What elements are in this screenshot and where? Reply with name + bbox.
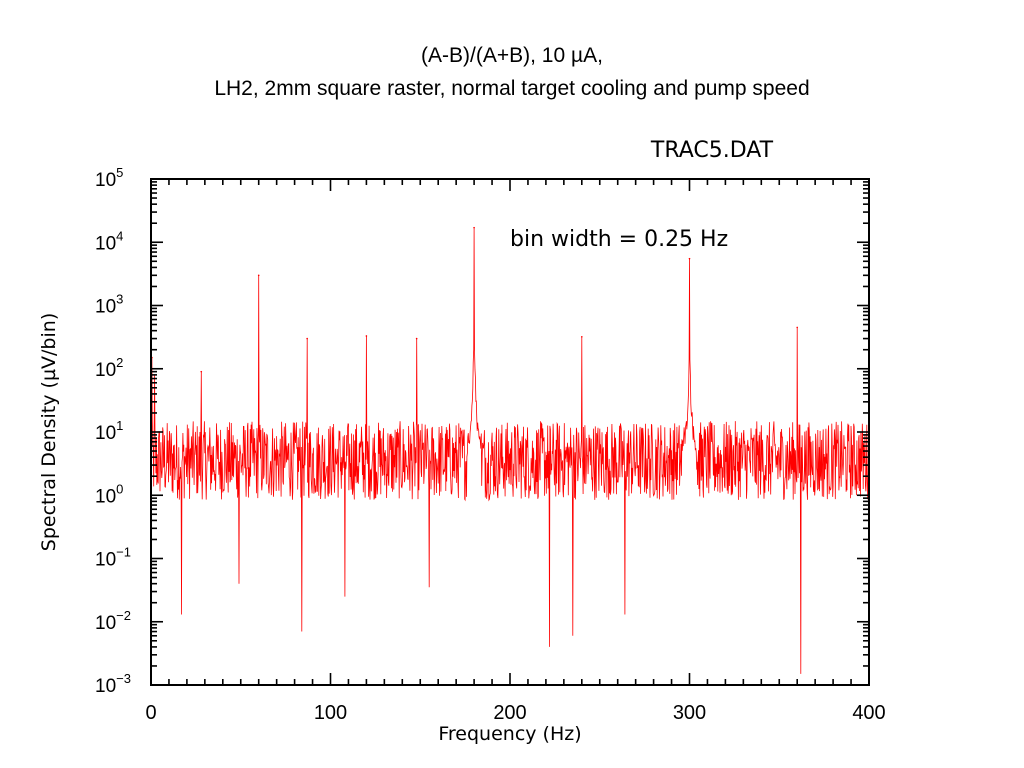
spectrum-line [150,227,870,674]
x-tick-label: 0 [145,702,156,724]
y-tick-label: 103 [95,292,123,318]
y-tick-label: 102 [95,355,123,381]
tick-layer [150,178,870,686]
peak-point [415,337,418,340]
x-tick-labels: 0 100 200 300 400 [145,702,885,724]
x-tick-label: 300 [673,702,706,724]
peak-point [688,257,691,260]
x-tick-label: 400 [852,702,885,724]
y-tick-labels: 105 104 103 102 101 100 10−1 10−2 10−3 [95,165,131,697]
y-tick-label: 104 [95,228,123,254]
peak-point [200,370,203,373]
chart-title-line-2: LH2, 2mm square raster, normal target co… [214,77,810,100]
peak-point [365,335,368,337]
file-label: TRAC5.DAT [650,138,774,163]
y-tick-label: 100 [95,481,123,507]
x-tick-label: 100 [314,702,347,724]
peak-point [306,337,308,340]
y-tick-label: 105 [95,165,123,191]
series-layer [150,226,870,674]
x-tick-label: 200 [493,702,526,724]
peak-point [473,226,475,229]
y-axis-label: Spectral Density (µV/bin) [38,313,60,551]
y-tick-label: 10−2 [95,608,131,634]
peak-point [581,335,583,338]
chart-title-line-1: (A-B)/(A+B), 10 µA, [421,44,603,67]
y-tick-label: 101 [95,418,123,444]
bin-width-annotation: bin width = 0.25 Hz [510,227,728,252]
peak-point [796,326,798,329]
peak-point [257,274,260,277]
x-axis-label: Frequency (Hz) [438,723,581,745]
y-tick-label: 10−3 [95,671,131,697]
y-tick-label: 10−1 [95,545,131,571]
